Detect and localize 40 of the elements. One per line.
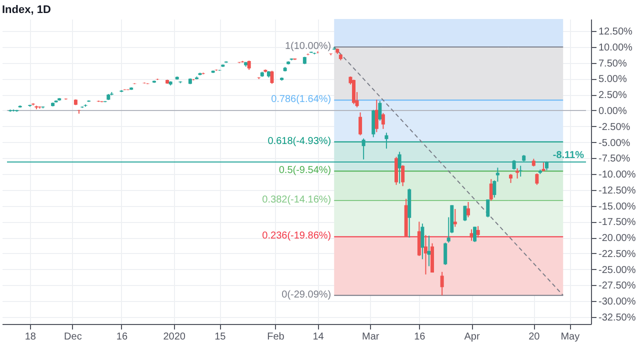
y-tick-label: 10.00%: [598, 42, 633, 54]
y-tick-label: -17.50%: [598, 217, 636, 228]
y-tick-label: 7.50%: [598, 58, 627, 70]
x-tick-label: Apr: [464, 332, 480, 342]
ref-line-label: 0.618(-4.93%): [268, 136, 332, 147]
y-tick-label: -12.50%: [598, 185, 636, 196]
x-tick-label: 14: [312, 332, 324, 342]
x-tick-label: 2020: [163, 332, 186, 342]
x-tick-label: 20: [528, 332, 540, 342]
ref-line-label: 0.5(-9.54%): [278, 165, 332, 176]
y-tick-label: -5.00%: [598, 138, 630, 149]
ref-line-label: 0.786(1.64%): [271, 94, 332, 106]
ref-line-label: 0(-29.09%): [282, 289, 332, 300]
chart-title: Index, 1D: [2, 4, 51, 16]
ref-line-label: 1(10.00%): [284, 40, 332, 52]
x-tick-label: 15: [214, 332, 226, 342]
y-tick-label: -20.00%: [598, 233, 636, 244]
ref-line-label: 0.382(-14.16%): [262, 194, 332, 206]
ref-line-label: 0.236(-19.86%): [262, 230, 332, 242]
y-tick-label: -10.00%: [598, 170, 636, 181]
x-tick-label: Mar: [362, 332, 380, 342]
x-tick-label: 16: [414, 332, 426, 342]
y-tick-label: 12.50%: [598, 26, 633, 38]
x-tick-label: May: [560, 332, 580, 342]
x-tick-label: 18: [24, 332, 36, 342]
y-tick-label: -2.50%: [598, 122, 630, 133]
y-tick-label: 0.00%: [598, 106, 627, 117]
y-tick-label: -32.50%: [598, 312, 636, 324]
y-tick-label: -25.00%: [598, 264, 636, 276]
y-tick-label: -7.50%: [598, 154, 630, 165]
y-tick-label: 5.00%: [598, 74, 627, 86]
x-tick-label: Feb: [267, 332, 285, 342]
y-tick-label: -22.50%: [598, 248, 636, 260]
ref-line-label: -8.11%: [552, 150, 584, 162]
x-tick-label: Dec: [64, 332, 82, 342]
y-tick-label: -27.50%: [598, 280, 636, 292]
x-tick-label: 16: [116, 332, 128, 342]
y-tick-label: 2.50%: [598, 90, 627, 102]
y-tick-label: -15.00%: [598, 201, 636, 212]
y-tick-label: -30.00%: [598, 296, 636, 308]
